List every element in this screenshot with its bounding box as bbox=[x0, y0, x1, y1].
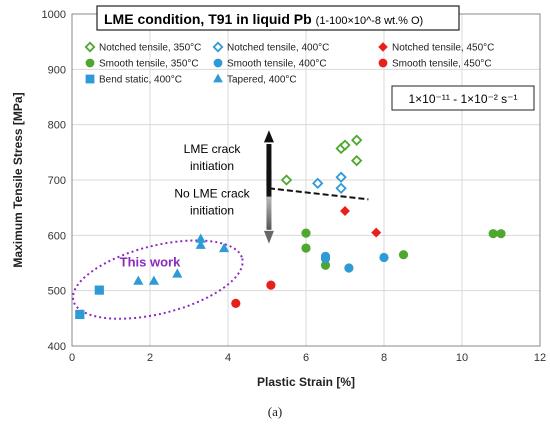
legend-entry: Smooth tensile, 350°C bbox=[85, 58, 199, 70]
crack-initiation-label: initiation bbox=[190, 159, 234, 173]
x-tick-label: 2 bbox=[147, 352, 153, 364]
data-point bbox=[320, 253, 331, 264]
crack-arrow-up-head bbox=[263, 130, 274, 143]
data-point bbox=[351, 154, 363, 167]
data-point bbox=[371, 227, 382, 238]
data-points bbox=[75, 134, 506, 320]
figure-caption: (a) bbox=[267, 404, 283, 419]
legend-marker bbox=[378, 42, 388, 52]
no-crack-initiation-label: initiation bbox=[190, 203, 234, 217]
data-point bbox=[195, 239, 206, 249]
data-point bbox=[301, 228, 311, 238]
data-point bbox=[488, 229, 498, 239]
data-point bbox=[335, 171, 347, 183]
data-point bbox=[398, 250, 409, 260]
legend: Notched tensile, 350°C Notched tensile, 4… bbox=[84, 41, 494, 86]
series-group bbox=[75, 285, 104, 320]
data-point bbox=[312, 177, 324, 190]
legend-marker bbox=[378, 58, 388, 68]
legend-label: Tapered, 400°C bbox=[227, 75, 297, 86]
legend-entry: Notched tensile, 350°C bbox=[84, 41, 201, 54]
data-point bbox=[379, 252, 389, 263]
data-point bbox=[351, 134, 363, 146]
legend-marker bbox=[212, 41, 224, 53]
crack-arrow-down-shaft bbox=[266, 196, 272, 230]
data-point bbox=[219, 242, 230, 253]
legend-label: Smooth tensile, 400°C bbox=[227, 59, 327, 70]
data-point bbox=[133, 275, 144, 285]
legend-marker bbox=[84, 41, 96, 53]
data-point bbox=[148, 275, 159, 285]
x-axis-label: Plastic Strain [%] bbox=[257, 375, 355, 389]
x-tick-label: 8 bbox=[381, 352, 387, 364]
data-point bbox=[339, 139, 351, 151]
chart-title: LME condition, T91 in liquid Pb (1-100×10… bbox=[104, 11, 423, 27]
y-tick-label: 700 bbox=[48, 175, 66, 187]
data-point bbox=[340, 206, 350, 216]
data-point bbox=[344, 263, 354, 273]
legend-entry: Notched tensile, 450°C bbox=[378, 42, 494, 54]
strain-rate-label: 1×10⁻¹¹ - 1×10⁻² s⁻¹ bbox=[408, 92, 517, 106]
legend-entry: Smooth tensile, 450°C bbox=[378, 58, 492, 70]
data-point bbox=[496, 229, 506, 239]
legend-label: Smooth tensile, 350°C bbox=[99, 59, 199, 70]
legend-entry: Tapered, 400°C bbox=[213, 73, 297, 86]
series-group bbox=[340, 206, 382, 238]
lme-threshold-line bbox=[268, 187, 369, 201]
x-tick-label: 6 bbox=[303, 352, 309, 364]
legend-label: Bend static, 400°C bbox=[99, 75, 182, 86]
crack-arrow-down-head bbox=[263, 230, 274, 244]
annotations: LME crack initiation No LME crack initiatio… bbox=[71, 130, 369, 320]
legend-marker bbox=[213, 58, 223, 68]
data-point bbox=[172, 268, 183, 278]
legend-label: Smooth tensile, 450°C bbox=[392, 59, 492, 70]
no-crack-initiation-label: No LME crack bbox=[174, 186, 250, 200]
data-point bbox=[335, 182, 347, 194]
legend-label: Notched tensile, 450°C bbox=[392, 43, 494, 54]
y-tick-label: 900 bbox=[48, 64, 66, 76]
legend-marker bbox=[85, 58, 95, 68]
title-main: LME condition, T91 in liquid Pb bbox=[104, 11, 312, 27]
data-point bbox=[75, 309, 85, 320]
y-tick-label: 500 bbox=[48, 286, 66, 298]
series-group bbox=[280, 134, 363, 186]
legend-entry: Smooth tensile, 400°C bbox=[213, 58, 327, 70]
x-tick-label: 4 bbox=[225, 352, 231, 364]
legend-marker bbox=[213, 73, 223, 83]
tick-labels: 400 500 600 700 800 900 1000 0 2 4 6 8 10 12 bbox=[42, 9, 547, 364]
legend-marker bbox=[85, 74, 95, 84]
x-tick-label: 12 bbox=[534, 352, 546, 364]
this-work-ellipse bbox=[71, 239, 244, 320]
series-group bbox=[301, 228, 506, 270]
legend-entry: Notched tensile, 400°C bbox=[212, 41, 329, 54]
data-point bbox=[280, 174, 293, 186]
scatter-chart: 400 500 600 700 800 900 1000 0 2 4 6 8 10 12 Plastic … bbox=[11, 5, 547, 389]
y-tick-label: 400 bbox=[48, 341, 66, 353]
title-box bbox=[96, 5, 460, 31]
y-tick-label: 1000 bbox=[42, 9, 66, 21]
strain-rate-box bbox=[391, 85, 535, 111]
crack-initiation-label: LME crack bbox=[184, 142, 242, 156]
legend-label: Notched tensile, 400°C bbox=[227, 43, 329, 54]
y-axis-label: Maximum Tensile Stress [MPa] bbox=[11, 92, 25, 267]
y-tick-label: 600 bbox=[48, 230, 66, 242]
x-tick-label: 0 bbox=[69, 352, 75, 364]
this-work-label: This work bbox=[120, 254, 181, 269]
data-point bbox=[94, 285, 104, 295]
data-point bbox=[231, 298, 241, 308]
series-group bbox=[320, 251, 389, 273]
data-point bbox=[266, 280, 276, 290]
data-point bbox=[301, 243, 311, 253]
y-tick-label: 800 bbox=[48, 120, 66, 132]
series-group bbox=[312, 171, 347, 194]
crack-arrow-up-shaft bbox=[266, 144, 272, 186]
series-group bbox=[231, 280, 276, 308]
x-tick-label: 10 bbox=[456, 352, 468, 364]
series-group bbox=[133, 233, 230, 285]
legend-label: Notched tensile, 350°C bbox=[99, 43, 201, 54]
title-sub: (1-100×10^-8 wt.% O) bbox=[316, 15, 424, 27]
legend-entry: Bend static, 400°C bbox=[85, 74, 182, 86]
